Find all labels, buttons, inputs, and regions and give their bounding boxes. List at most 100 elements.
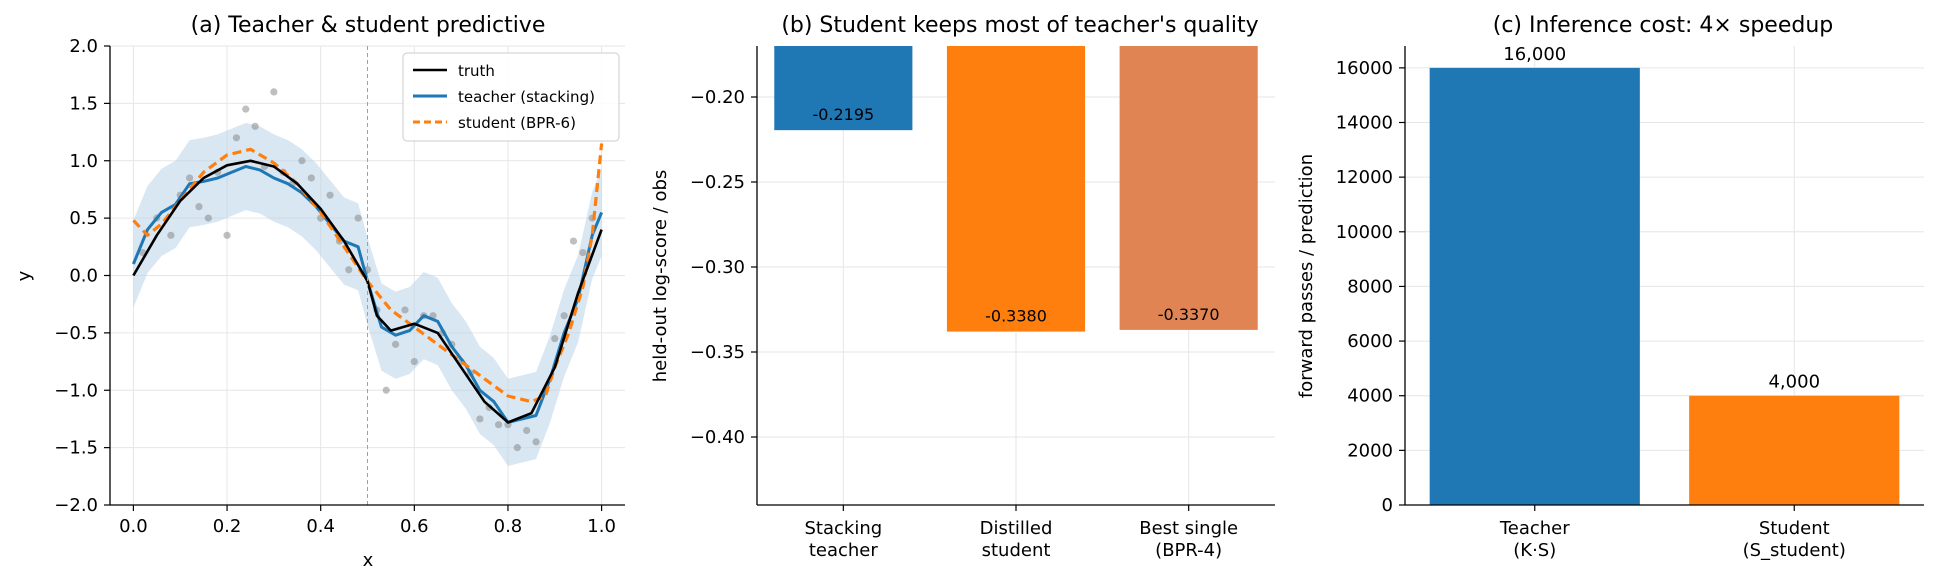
- observation-point: [167, 231, 175, 239]
- tick-label-line: student: [982, 540, 1051, 561]
- x-tick-label: 1.0: [587, 516, 616, 537]
- tick-label-line: Distilled: [980, 518, 1053, 539]
- observation-point: [307, 174, 315, 182]
- panel-b: -0.2195-0.3380 -0.3370 −0.40−0.35−0.30−0.…: [650, 13, 1275, 561]
- observation-point: [326, 191, 334, 199]
- observation-point: [232, 134, 241, 142]
- y-tick-label: 2000: [1347, 440, 1393, 461]
- observation-point: [391, 340, 400, 348]
- tick-label-line: (S_student): [1743, 540, 1846, 561]
- observation-point: [185, 174, 194, 182]
- legend-label-truth: truth: [458, 62, 495, 80]
- bar: [946, 46, 1086, 332]
- panel-a-x-axis-label: x: [363, 550, 374, 571]
- observation-point: [569, 237, 578, 245]
- panel-a-title: (a) Teacher & student predictive: [191, 13, 546, 38]
- panel-c-y-axis-label: forward passes / prediction: [1296, 154, 1317, 398]
- y-tick-label: 16000: [1336, 58, 1393, 79]
- bar: [1689, 395, 1900, 505]
- tick-label-line: teacher: [809, 540, 879, 561]
- y-tick-label: −1.5: [54, 438, 98, 459]
- bar: [1429, 67, 1640, 505]
- tick-label-line: Teacher: [1499, 518, 1570, 539]
- y-tick-label: 0.5: [69, 208, 98, 229]
- observation-point: [223, 231, 231, 239]
- tick-label-line: Stacking: [804, 518, 882, 539]
- observation-point: [551, 335, 559, 343]
- observation-point: [270, 88, 278, 96]
- y-tick-label: −0.30: [690, 257, 745, 278]
- x-tick-label: 0.6: [400, 516, 429, 537]
- observation-point: [410, 357, 418, 366]
- legend-label-student: student (BPR-6): [458, 114, 576, 132]
- y-tick-label: 1.5: [69, 93, 98, 114]
- bar: [1119, 46, 1258, 330]
- bar-value-label: -0.2195: [812, 105, 874, 124]
- legend-label-teacher: teacher (stacking): [458, 88, 595, 106]
- bar-value-label: -0.3380: [985, 307, 1047, 326]
- observation-point: [579, 248, 587, 257]
- observation-point: [298, 157, 306, 165]
- tick-label-line: Student: [1759, 518, 1830, 539]
- observation-point: [513, 444, 521, 452]
- x-tick-label: Teacher (K·S): [1499, 518, 1570, 561]
- y-tick-label: 4000: [1347, 386, 1393, 407]
- observation-point: [523, 426, 531, 435]
- y-tick-label: −0.35: [690, 342, 745, 363]
- x-tick-label: 0.2: [213, 516, 242, 537]
- y-tick-label: 14000: [1336, 113, 1393, 134]
- y-tick-label: 6000: [1347, 331, 1393, 352]
- panel-a-series-lines: [132, 143, 604, 424]
- panel-c-ticks: 0 2000 4000 6000 8000 10000 12000 14000 16000 Tea…: [1336, 58, 1846, 561]
- observation-point: [494, 421, 503, 429]
- bar-value-label: 16,000: [1503, 44, 1566, 65]
- bar-value-label: -0.3370: [1158, 305, 1220, 324]
- x-tick-label: 0.0: [119, 516, 148, 537]
- panel-b-title: (b) Student keeps most of teacher's qual…: [781, 13, 1258, 38]
- panel-b-bars: -0.2195 -0.3380 -0.3370: [774, 46, 1258, 332]
- y-tick-label: 0: [1382, 495, 1393, 516]
- y-tick-label: 12000: [1336, 167, 1393, 188]
- observation-point: [195, 203, 203, 211]
- panel-c-title: (c) Inference cost: 4× speedup: [1493, 13, 1833, 38]
- x-tick-label: Stacking teacher: [804, 518, 882, 561]
- x-tick-label: Student (S_student): [1743, 518, 1846, 561]
- y-tick-label: 8000: [1347, 276, 1393, 297]
- observation-point: [476, 415, 484, 423]
- y-tick-label: −0.40: [690, 427, 745, 448]
- tick-label-line: Best single: [1139, 518, 1238, 539]
- observation-point: [345, 266, 353, 274]
- panel-a-y-axis-label: y: [14, 270, 35, 281]
- observation-point: [560, 312, 568, 320]
- observation-point: [242, 105, 250, 113]
- tick-label-line: (K·S): [1513, 540, 1556, 561]
- y-tick-label: 1.0: [69, 151, 98, 172]
- y-tick-label: 0.0: [69, 266, 98, 287]
- observation-point: [354, 214, 362, 222]
- panel-a-ticks: 0.0 0.2 0.4 0.6 0.8 1.0 −2.0 −1.5 −1.0 −0.5 0.0 0.5…: [54, 36, 616, 537]
- panel-a-legend: truth teacher (stacking) student (BPR-6): [402, 52, 620, 142]
- y-tick-label: −0.25: [690, 172, 745, 193]
- x-tick-label: 0.4: [306, 516, 335, 537]
- panel-c-bars: 16,000 4,000: [1429, 44, 1900, 505]
- y-tick-label: −2.0: [54, 495, 98, 516]
- panel-b-y-axis-label: held-out log-score / obs: [650, 170, 671, 383]
- observation-point: [251, 122, 259, 130]
- panel-a: 0.0 0.2 0.4 0.6 0.8 1.0 −2.0 −1.5 −1.0 −0.5 0.0 0.5…: [14, 13, 625, 571]
- observation-point: [401, 306, 409, 314]
- panel-c: 16,000 4,000 0 2000 4000 6000 8000 10000 12000 1…: [1296, 13, 1924, 561]
- x-tick-label: Best single (BPR-4): [1139, 518, 1238, 561]
- y-tick-label: 10000: [1336, 222, 1393, 243]
- x-tick-label: 0.8: [494, 516, 523, 537]
- observation-point: [382, 386, 390, 394]
- y-tick-label: −0.20: [690, 87, 745, 108]
- panel-b-ticks: −0.40 −0.35 −0.30 −0.25 −0.20 Stacking teacher…: [690, 87, 1238, 561]
- y-tick-label: −1.0: [54, 380, 98, 401]
- observation-point: [532, 438, 540, 446]
- truth-line: [132, 159, 603, 424]
- tick-label-line: (BPR-4): [1155, 540, 1222, 561]
- y-tick-label: 2.0: [69, 36, 98, 57]
- legend-frame: [402, 52, 620, 142]
- bar-value-label: 4,000: [1768, 372, 1820, 393]
